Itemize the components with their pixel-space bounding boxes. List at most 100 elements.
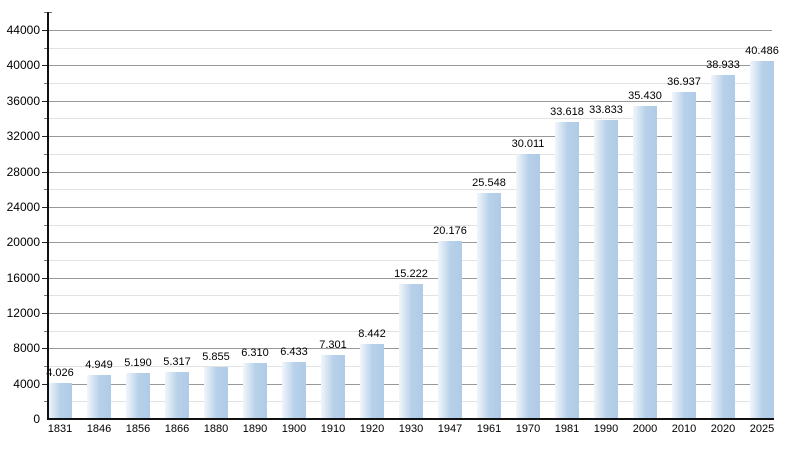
bar xyxy=(48,383,72,419)
x-axis-tick-label: 1831 xyxy=(47,423,73,435)
x-axis-tick-label: 2000 xyxy=(632,423,658,435)
y-axis-tick-major xyxy=(42,383,47,385)
bar-value-label: 30.011 xyxy=(511,137,545,150)
y-axis-tick-label: 0 xyxy=(33,412,40,426)
y-axis-tick-minor xyxy=(44,330,47,332)
bar xyxy=(87,375,111,419)
bar xyxy=(750,61,774,419)
gridline-major xyxy=(49,30,772,31)
y-axis-tick-minor xyxy=(44,83,47,84)
bar-value-label: 36.937 xyxy=(667,76,701,89)
gridline-major xyxy=(49,136,772,138)
y-axis-tick-major xyxy=(42,312,47,314)
x-axis-tick-label: 1981 xyxy=(554,423,580,435)
bar xyxy=(555,121,579,419)
bar-value-label: 6.310 xyxy=(241,347,269,360)
x-axis-tick-label: 1900 xyxy=(281,423,307,435)
x-axis-tick-label: 2020 xyxy=(710,423,736,435)
x-axis-tick-label: 1846 xyxy=(86,423,112,435)
bar xyxy=(672,92,696,419)
bar xyxy=(321,354,345,419)
bar-value-label: 20.176 xyxy=(433,224,467,237)
y-axis-tick-minor xyxy=(44,47,47,49)
bar-value-label: 5.855 xyxy=(202,351,230,364)
y-axis-tick-label: 28000 xyxy=(6,164,40,179)
y-axis-tick-major xyxy=(42,242,47,244)
bar xyxy=(126,373,150,419)
gridline-minor xyxy=(49,189,772,191)
bar xyxy=(204,367,228,419)
gridline-major xyxy=(49,65,772,67)
y-axis-tick-minor xyxy=(44,189,47,191)
gridline-major xyxy=(49,277,772,279)
bar-value-label: 4.026 xyxy=(46,367,74,380)
y-axis-tick-minor xyxy=(44,259,47,261)
bar-value-label: 5.317 xyxy=(163,356,191,368)
gridline-minor xyxy=(49,153,772,155)
bar-value-label: 4.949 xyxy=(85,359,113,372)
bar xyxy=(633,105,657,419)
x-axis-tick-label: 2010 xyxy=(671,423,697,435)
gridline-major xyxy=(49,171,772,173)
x-axis-tick-label: 1990 xyxy=(593,423,619,435)
gridline-minor xyxy=(49,83,772,84)
x-axis-tick-label: 1866 xyxy=(164,423,190,435)
bar xyxy=(399,284,423,419)
y-axis-tick-major xyxy=(42,100,47,102)
bar-value-label: 6.433 xyxy=(280,346,308,359)
bar-value-label: 15.222 xyxy=(394,268,428,281)
x-axis-line xyxy=(47,418,774,420)
y-axis-tick-label: 20000 xyxy=(6,235,40,250)
bar xyxy=(477,193,501,419)
gridline-minor xyxy=(49,47,772,49)
bar xyxy=(516,153,540,419)
y-axis-tick-minor xyxy=(44,224,47,226)
bar-value-label: 7.301 xyxy=(319,338,347,351)
x-axis-tick-label: 1890 xyxy=(242,423,268,435)
y-axis-tick-label: 4000 xyxy=(13,376,40,391)
x-axis-tick-label: 1970 xyxy=(515,423,541,435)
x-axis-tick-label: 1920 xyxy=(359,423,385,435)
x-axis-tick-label: 1947 xyxy=(437,423,463,435)
gridline-major xyxy=(49,242,772,244)
x-axis-tick-label: 2025 xyxy=(749,423,775,435)
bar xyxy=(243,363,267,419)
y-axis-tick-major xyxy=(42,171,47,173)
gridline-minor xyxy=(49,118,772,120)
y-axis-line xyxy=(47,12,49,420)
gridline-minor xyxy=(49,259,772,261)
x-axis-tick-label: 1880 xyxy=(203,423,229,435)
bar-value-label: 25.548 xyxy=(472,177,506,190)
y-axis-tick-major xyxy=(42,206,47,208)
bar xyxy=(282,362,306,419)
y-axis-tick-major xyxy=(42,277,47,279)
y-axis-tick-label: 44000 xyxy=(6,23,40,37)
y-axis-tick-minor xyxy=(44,153,47,155)
bar-value-label: 33.833 xyxy=(589,103,623,116)
gridline-minor xyxy=(49,224,772,226)
y-axis-tick-label: 16000 xyxy=(6,270,40,285)
y-axis-tick-label: 32000 xyxy=(6,129,40,144)
bar xyxy=(165,372,189,419)
x-axis-tick-label: 1910 xyxy=(320,423,346,435)
y-axis-tick-minor xyxy=(44,401,47,403)
y-axis-tick-minor xyxy=(44,118,47,120)
bar-value-label: 33.618 xyxy=(550,105,584,118)
gridline-major xyxy=(49,100,772,102)
y-axis-tick-major xyxy=(42,348,47,350)
y-axis-tick-label: 40000 xyxy=(6,58,40,73)
gridline-major xyxy=(49,206,772,208)
y-axis-tick-minor xyxy=(44,366,47,367)
bar xyxy=(360,344,384,419)
x-axis-tick-label: 1930 xyxy=(398,423,424,435)
y-axis-tick-major xyxy=(42,30,47,31)
y-axis-tick-label: 8000 xyxy=(13,341,40,356)
bar xyxy=(438,240,462,419)
y-axis-tick-label: 36000 xyxy=(6,93,40,108)
x-axis-tick-label: 1856 xyxy=(125,423,151,435)
y-axis-tick-major xyxy=(42,136,47,138)
y-axis-tick-minor xyxy=(44,295,47,297)
bar-value-label: 8.442 xyxy=(358,328,386,341)
bar xyxy=(711,74,735,419)
